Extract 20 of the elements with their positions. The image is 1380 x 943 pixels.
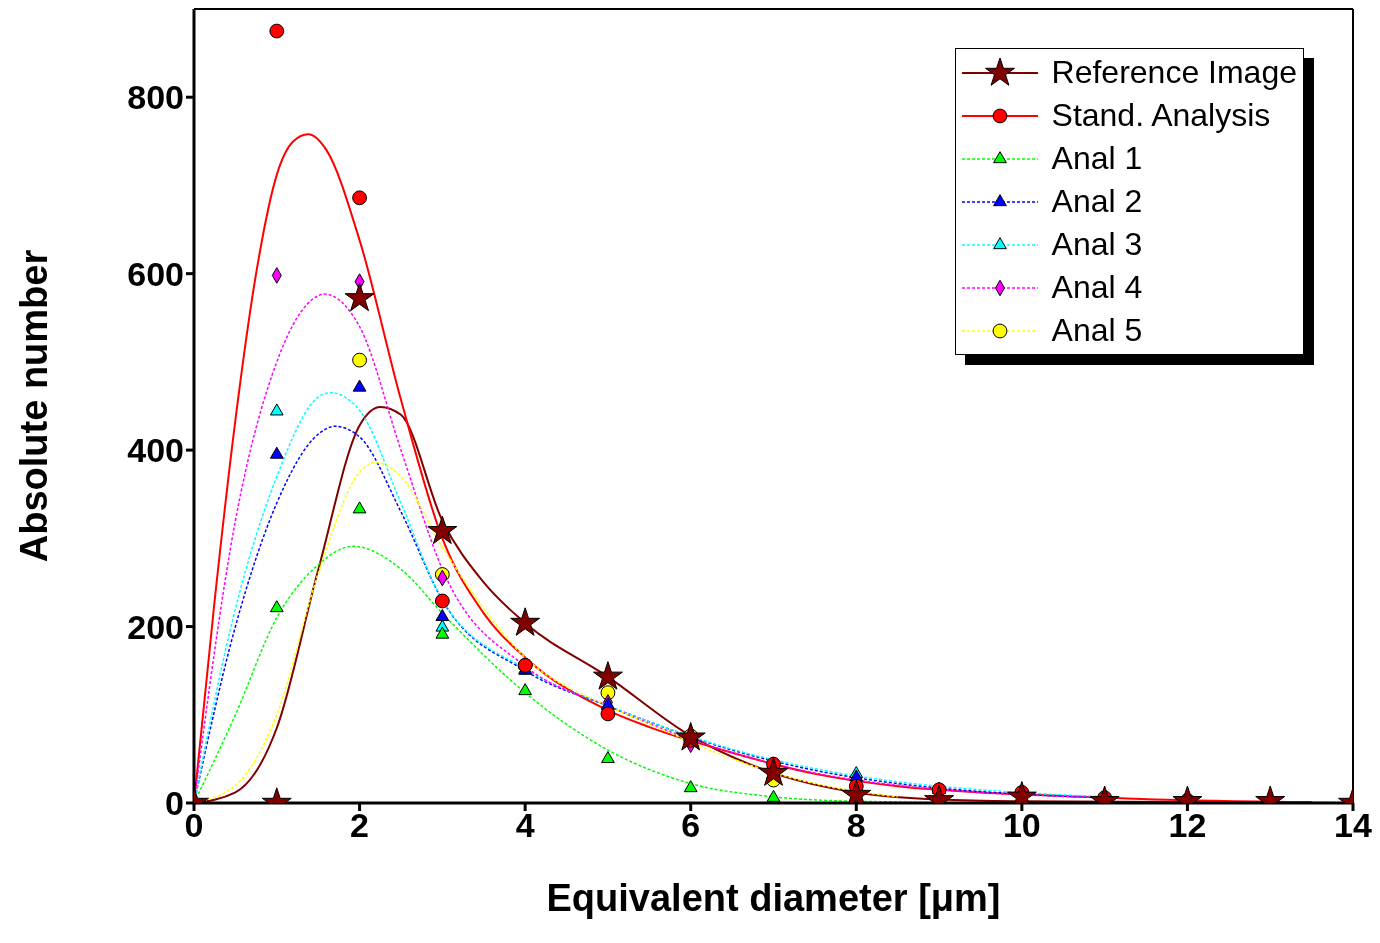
x-tick-label: 6: [681, 806, 701, 845]
x-tick-label: 12: [1168, 806, 1207, 845]
y-tick-label: 400: [127, 431, 184, 470]
y-tick-label: 600: [127, 254, 184, 293]
legend-label: Reference Image: [1051, 54, 1297, 91]
x-tick-label: 14: [1334, 806, 1372, 845]
legend-label: Anal 1: [1051, 140, 1143, 177]
legend-label: Anal 3: [1051, 226, 1143, 263]
y-tick-label: 800: [127, 78, 184, 117]
legend-label: Anal 5: [1051, 312, 1143, 349]
x-tick-label: 8: [846, 806, 866, 845]
legend-label: Anal 2: [1051, 183, 1143, 220]
legend-label: Anal 4: [1051, 269, 1143, 306]
x-tick-label: 2: [350, 806, 370, 845]
x-tick-label: 4: [515, 806, 535, 845]
x-axis-title: Equivalent diameter [μm]: [546, 877, 1001, 919]
legend-label: Stand. Analysis: [1051, 97, 1271, 134]
x-tick-label: 10: [1002, 806, 1041, 845]
y-axis-title: Absolute number: [13, 249, 56, 563]
y-tick-label: 200: [127, 607, 184, 646]
